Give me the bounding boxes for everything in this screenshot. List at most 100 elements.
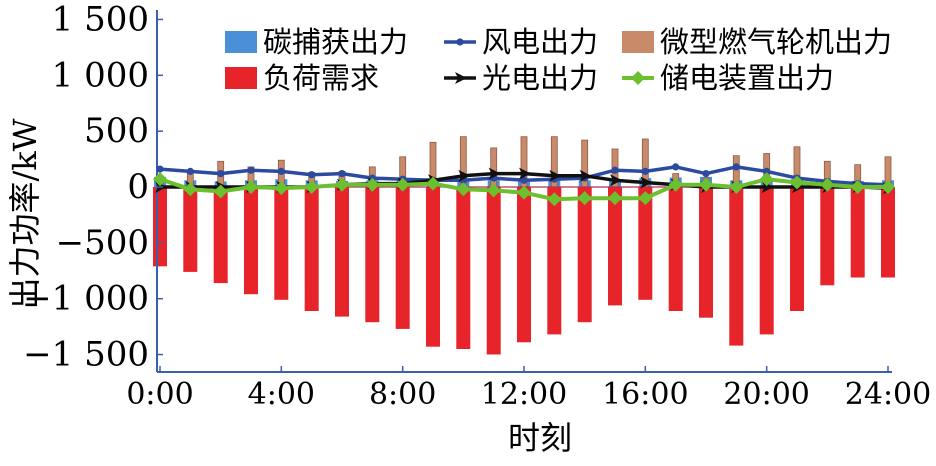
point-风电出力-4	[277, 167, 285, 175]
point-风电出力-15	[611, 166, 619, 174]
legend-marker-4	[455, 72, 467, 84]
legend-swatch-2	[622, 31, 654, 53]
legend-marker-5	[631, 71, 645, 85]
point-光电出力-13	[549, 169, 562, 182]
bar-负荷需求-2	[213, 187, 228, 284]
legend-swatch-3	[225, 67, 257, 89]
point-储电装置出力-3	[244, 180, 258, 194]
point-光电出力-16	[640, 176, 653, 189]
point-储电装置出力-18	[699, 177, 713, 192]
y-tick-label-0: 1 500	[52, 0, 149, 39]
point-储电装置出力-5	[304, 180, 319, 194]
point-储电装置出力-13	[547, 192, 562, 207]
point-风电出力-2	[217, 169, 225, 178]
point-储电装置出力-21	[790, 175, 804, 190]
bar-负荷需求-12	[517, 187, 531, 343]
bar-负荷需求-9	[426, 187, 440, 347]
point-储电装置出力-14	[577, 191, 592, 206]
y-axis-title: 出力功率/kW	[6, 118, 44, 309]
point-储电装置出力-15	[608, 191, 622, 206]
bar-负荷需求-3	[244, 187, 258, 295]
point-储电装置出力-22	[820, 177, 835, 192]
legend-swatch-0	[225, 31, 257, 53]
point-储电装置出力-4	[274, 181, 289, 196]
point-储电装置出力-20	[759, 172, 774, 187]
point-风电出力-16	[641, 167, 649, 175]
point-风电出力-1	[186, 167, 194, 175]
y-tick-label-1: 1 000	[52, 55, 149, 95]
x-tick-label-4: 16:00	[602, 377, 688, 412]
point-风电出力-0	[156, 165, 164, 173]
bar-负荷需求-23	[850, 187, 865, 278]
bar-负荷需求-5	[304, 187, 319, 311]
point-储电装置出力-23	[850, 180, 865, 194]
point-风电出力-12	[520, 176, 528, 184]
x-tick-label-2: 8:00	[369, 377, 436, 412]
point-储电装置出力-17	[668, 177, 683, 192]
bar-负荷需求-18	[699, 187, 713, 318]
legend-label-2: 微型燃气轮机出力	[660, 25, 892, 59]
bar-负荷需求-22	[820, 187, 835, 286]
point-风电出力-18	[702, 169, 710, 178]
y-tick-label-2: 500	[84, 111, 149, 151]
point-储电装置出力-19	[729, 180, 744, 194]
y-tick-label-6: −1 500	[23, 335, 149, 375]
bar-负荷需求-20	[759, 187, 774, 335]
x-tick-label-6: 24:00	[845, 377, 931, 412]
point-储电装置出力-11	[486, 183, 501, 198]
bar-负荷需求-1	[183, 187, 198, 272]
x-tick-label-0: 0:00	[126, 377, 193, 412]
point-储电装置出力-2	[213, 184, 228, 199]
bar-负荷需求-15	[608, 187, 622, 306]
point-光电出力-10	[458, 169, 471, 182]
x-axis-title: 时刻	[508, 419, 572, 457]
legend-label-0: 碳捕获出力	[263, 25, 408, 59]
point-风电出力-3	[247, 166, 255, 174]
bar-负荷需求-7	[365, 187, 380, 323]
x-tick-label-5: 20:00	[723, 377, 809, 412]
bar-负荷需求-13	[547, 187, 562, 335]
lines-group	[153, 163, 895, 207]
bar-负荷需求-16	[638, 187, 653, 300]
legend-label-5: 储电装置出力	[660, 61, 834, 95]
point-光电出力-12	[519, 167, 531, 180]
point-储电装置出力-9	[426, 176, 440, 191]
point-储电装置出力-24	[881, 180, 895, 194]
point-储电装置出力-7	[365, 177, 380, 192]
point-储电装置出力-6	[335, 177, 349, 192]
bar-负荷需求-19	[729, 187, 744, 346]
bar-负荷需求-10	[456, 187, 471, 349]
point-风电出力-19	[732, 163, 740, 171]
y-tick-label-3: 0	[127, 167, 149, 207]
x-tick-label-1: 4:00	[248, 377, 315, 412]
legend-label-4: 光电出力	[482, 61, 598, 95]
bar-负荷需求-6	[335, 187, 349, 317]
bar-负荷需求-17	[668, 187, 683, 311]
bar-负荷需求-8	[395, 187, 410, 329]
bar-负荷需求-11	[486, 187, 501, 355]
bar-负荷需求-21	[790, 187, 804, 311]
legend-label-3: 负荷需求	[263, 61, 379, 95]
legend-label-1: 风电出力	[482, 25, 598, 59]
bar-负荷需求-24	[881, 187, 895, 278]
point-风电出力-5	[308, 171, 316, 179]
y-tick-label-5: −1 000	[23, 279, 149, 319]
y-tick-label-4: −500	[56, 223, 149, 263]
bar-负荷需求-14	[577, 187, 592, 323]
point-储电装置出力-10	[456, 182, 471, 197]
point-储电装置出力-12	[517, 185, 531, 200]
point-储电装置出力-8	[395, 177, 410, 192]
point-储电装置出力-16	[638, 191, 653, 206]
point-光电出力-15	[610, 174, 622, 187]
point-风电出力-17	[672, 163, 680, 171]
legend-marker-1	[456, 38, 464, 46]
x-tick-label-3: 12:00	[481, 377, 567, 412]
point-光电出力-14	[579, 169, 592, 182]
bar-负荷需求-4	[274, 187, 289, 300]
point-风电出力-6	[338, 169, 346, 178]
point-风电出力-20	[763, 167, 771, 175]
